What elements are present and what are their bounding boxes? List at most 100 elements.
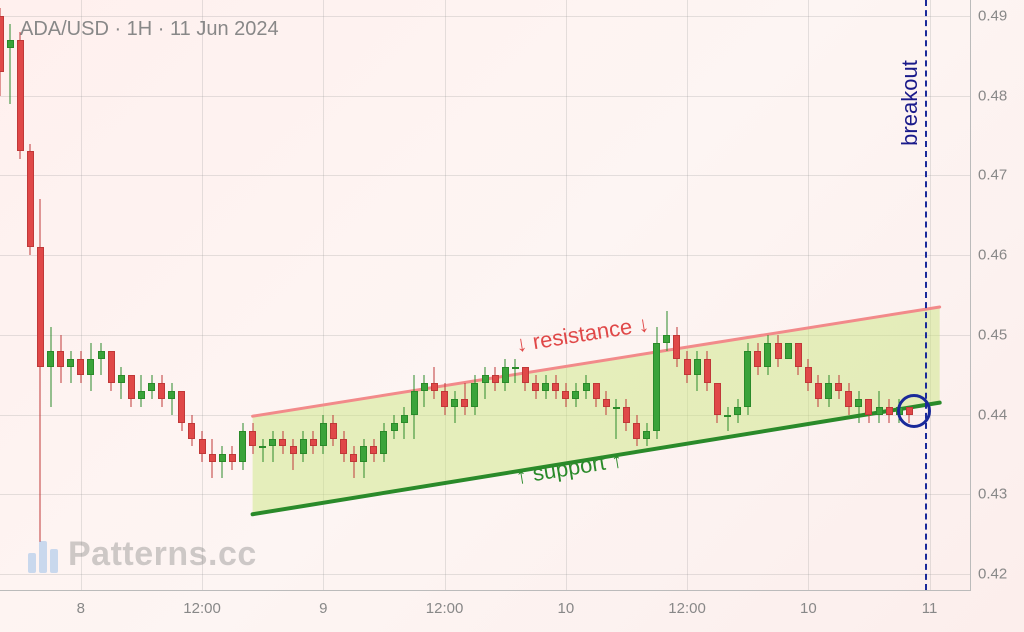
candle [754, 0, 761, 590]
candle [7, 0, 14, 590]
candle [411, 0, 418, 590]
candle [229, 0, 236, 590]
x-axis-label: 10 [800, 600, 817, 617]
candle [502, 0, 509, 590]
chart-container: ↓ resistance ↓↑ support ↑breakout ADA/US… [0, 0, 1024, 632]
x-axis-label: 12:00 [668, 600, 706, 617]
candle [108, 0, 115, 590]
candle [310, 0, 317, 590]
candle [269, 0, 276, 590]
gridline-vertical [930, 0, 931, 590]
candle [37, 0, 44, 590]
candle [27, 0, 34, 590]
candle [572, 0, 579, 590]
candle [704, 0, 711, 590]
candle [98, 0, 105, 590]
breakout-line [925, 0, 927, 590]
candle [209, 0, 216, 590]
candle [57, 0, 64, 590]
y-axis-label: 0.49 [978, 7, 1018, 24]
candle [471, 0, 478, 590]
candle [350, 0, 357, 590]
candle [643, 0, 650, 590]
candle [370, 0, 377, 590]
candle [340, 0, 347, 590]
candle [633, 0, 640, 590]
candle [714, 0, 721, 590]
candle [178, 0, 185, 590]
candle [684, 0, 691, 590]
candle [188, 0, 195, 590]
candle [87, 0, 94, 590]
candle [724, 0, 731, 590]
y-axis-label: 0.43 [978, 486, 1018, 503]
y-axis-label: 0.47 [978, 167, 1018, 184]
candle [775, 0, 782, 590]
watermark: Patterns.cc [28, 535, 257, 574]
candle [380, 0, 387, 590]
watermark-text: Patterns.cc [68, 535, 257, 574]
candle [259, 0, 266, 590]
x-axis-label: 12:00 [183, 600, 221, 617]
chart-title: ADA/USD · 1H · 11 Jun 2024 [20, 18, 279, 41]
candle [360, 0, 367, 590]
candle [199, 0, 206, 590]
candle [865, 0, 872, 590]
candle [825, 0, 832, 590]
candle [694, 0, 701, 590]
candle [653, 0, 660, 590]
watermark-logo-icon [28, 537, 58, 573]
candle [431, 0, 438, 590]
candle [148, 0, 155, 590]
candle [623, 0, 630, 590]
breakout-label: breakout [896, 60, 922, 146]
candle [815, 0, 822, 590]
candle [118, 0, 125, 590]
candle [279, 0, 286, 590]
candle [401, 0, 408, 590]
candle [239, 0, 246, 590]
candle [0, 0, 4, 590]
x-axis-label: 8 [77, 600, 85, 617]
candle [673, 0, 680, 590]
candle [441, 0, 448, 590]
candle [290, 0, 297, 590]
y-axis-label: 0.45 [978, 326, 1018, 343]
candle [320, 0, 327, 590]
candle [845, 0, 852, 590]
candle [876, 0, 883, 590]
candle [805, 0, 812, 590]
candle [744, 0, 751, 590]
candle [492, 0, 499, 590]
candle [734, 0, 741, 590]
y-axis-label: 0.48 [978, 87, 1018, 104]
candle [855, 0, 862, 590]
candle [532, 0, 539, 590]
x-axis-label: 12:00 [426, 600, 464, 617]
candle [886, 0, 893, 590]
x-axis-label: 10 [557, 600, 574, 617]
candle [158, 0, 165, 590]
candle [421, 0, 428, 590]
candle [300, 0, 307, 590]
candle [138, 0, 145, 590]
candle [249, 0, 256, 590]
candle [593, 0, 600, 590]
candle [663, 0, 670, 590]
candle [552, 0, 559, 590]
candle [128, 0, 135, 590]
candle [451, 0, 458, 590]
candle [168, 0, 175, 590]
y-axis-label: 0.44 [978, 406, 1018, 423]
candle [764, 0, 771, 590]
candle [562, 0, 569, 590]
breakout-circle-marker [897, 394, 931, 428]
candle [219, 0, 226, 590]
candle [603, 0, 610, 590]
candle [785, 0, 792, 590]
candle [522, 0, 529, 590]
candle [330, 0, 337, 590]
candle [512, 0, 519, 590]
x-axis-label: 9 [319, 600, 327, 617]
candle [835, 0, 842, 590]
